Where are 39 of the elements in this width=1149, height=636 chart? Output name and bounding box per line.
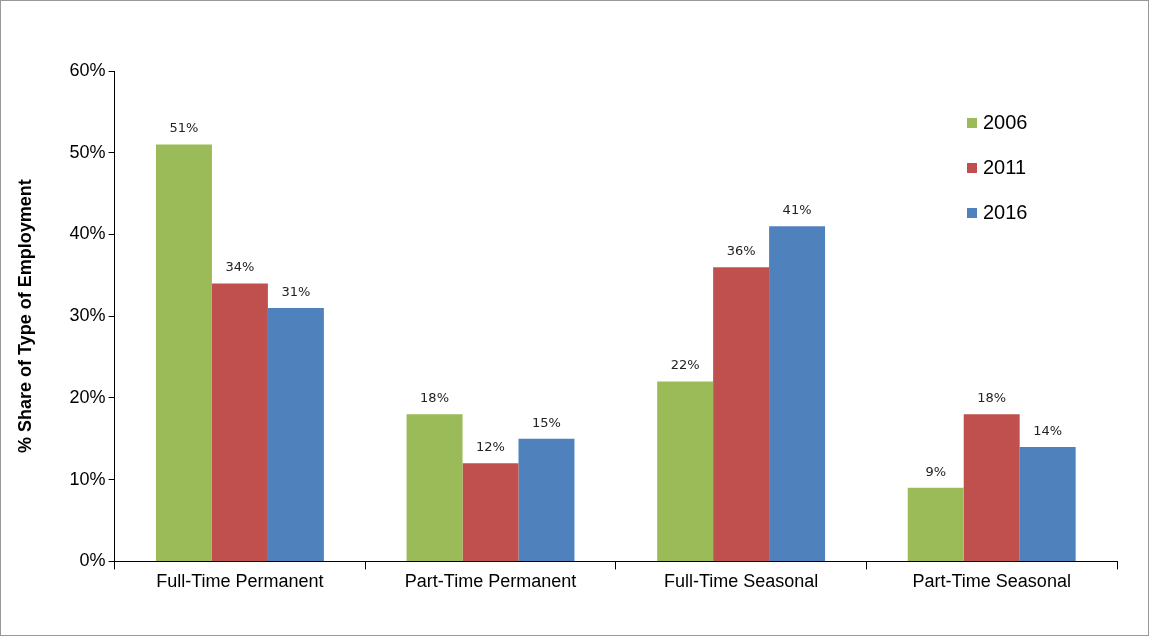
bar [713,267,770,561]
bar [155,144,212,561]
data-label: 51% [169,120,199,136]
data-label: 18% [977,390,1007,406]
data-label: 22% [670,357,700,373]
y-tick-label: 10% [69,468,106,489]
bar [406,414,463,561]
y-tick-label: 0% [79,550,106,571]
bar [518,438,575,561]
data-label: 31% [281,283,311,299]
bar [267,308,324,561]
y-tick-label: 50% [69,141,106,162]
data-label: 41% [782,202,812,218]
data-label: 9% [925,463,947,479]
legend-label: 2011 [983,155,1027,178]
y-tick-label: 30% [69,305,106,326]
y-tick-label: 60% [69,59,106,80]
data-label: 12% [476,439,505,455]
x-tick-label: Part-Time Seasonal [912,571,1071,592]
x-tick-label: Part-Time Permanent [404,571,577,592]
y-axis-title: % Share of Type of Employment [14,179,35,454]
legend-label: 2006 [983,110,1028,133]
data-label: 34% [225,259,255,275]
bar [462,463,519,561]
bar [907,487,964,561]
y-tick-label: 20% [69,386,106,407]
data-label: 15% [532,414,561,430]
bar [211,283,268,561]
x-tick-label: Full-Time Permanent [156,571,324,592]
bar [657,381,714,561]
data-label: 18% [420,390,449,406]
data-label: 36% [726,243,756,259]
bar [769,226,826,561]
y-tick-label: 40% [69,223,106,244]
bar [1019,446,1076,561]
bar [963,414,1020,561]
legend-label: 2016 [983,200,1028,223]
data-label: 14% [1033,422,1063,438]
x-tick-label: Full-Time Seasonal [663,571,819,592]
